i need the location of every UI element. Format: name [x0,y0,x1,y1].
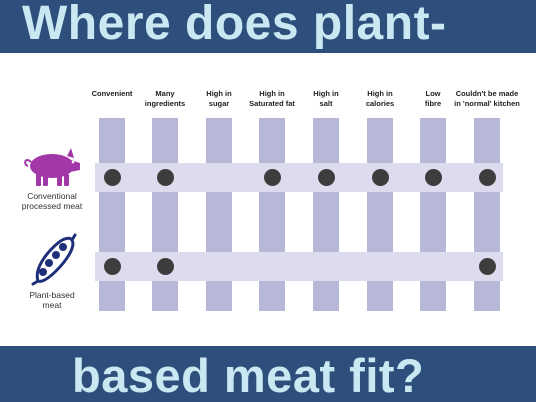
grid-cell [259,251,285,281]
column-bar [259,118,285,311]
column-header: High in sugar [206,89,232,108]
pea-pod-icon [31,233,77,286]
filled-dot [317,168,335,186]
filled-dot [103,168,121,186]
column-bar [474,118,500,311]
row-label: Plant-based meat [29,290,75,310]
column-bar [206,118,232,311]
column-header: High in Saturated fat [249,89,295,108]
column-header: High in calories [365,89,395,108]
column-header: Many ingredients [144,89,186,108]
filled-dot [371,168,389,186]
filled-dot [156,168,174,186]
filled-dot [478,168,496,186]
column-bar [313,118,339,311]
grid-cell [206,162,232,192]
filled-dot [263,168,281,186]
grid-cell [367,251,393,281]
grid-cell [206,251,232,281]
filled-dot [156,257,174,275]
grid-cell [313,251,339,281]
column-bar [99,118,125,311]
filled-dot [424,168,442,186]
column-header: Convenient [91,89,133,98]
grid-cell [420,251,446,281]
column-header: Couldn't be made in 'normal' kitchen [454,89,520,108]
column-header: High in salt [313,89,339,108]
column-bar [152,118,178,311]
filled-dot [103,257,121,275]
column-header: Low fibre [424,89,442,108]
title-line-1: Where does plant- [22,0,447,50]
bottom-banner [0,346,536,402]
row-label: Conventional processed meat [21,191,83,211]
title-line-2: based meat fit? [72,349,425,402]
filled-dot [478,257,496,275]
column-bar [367,118,393,311]
pig-icon [24,148,80,186]
column-bar [420,118,446,311]
top-banner [0,0,536,53]
